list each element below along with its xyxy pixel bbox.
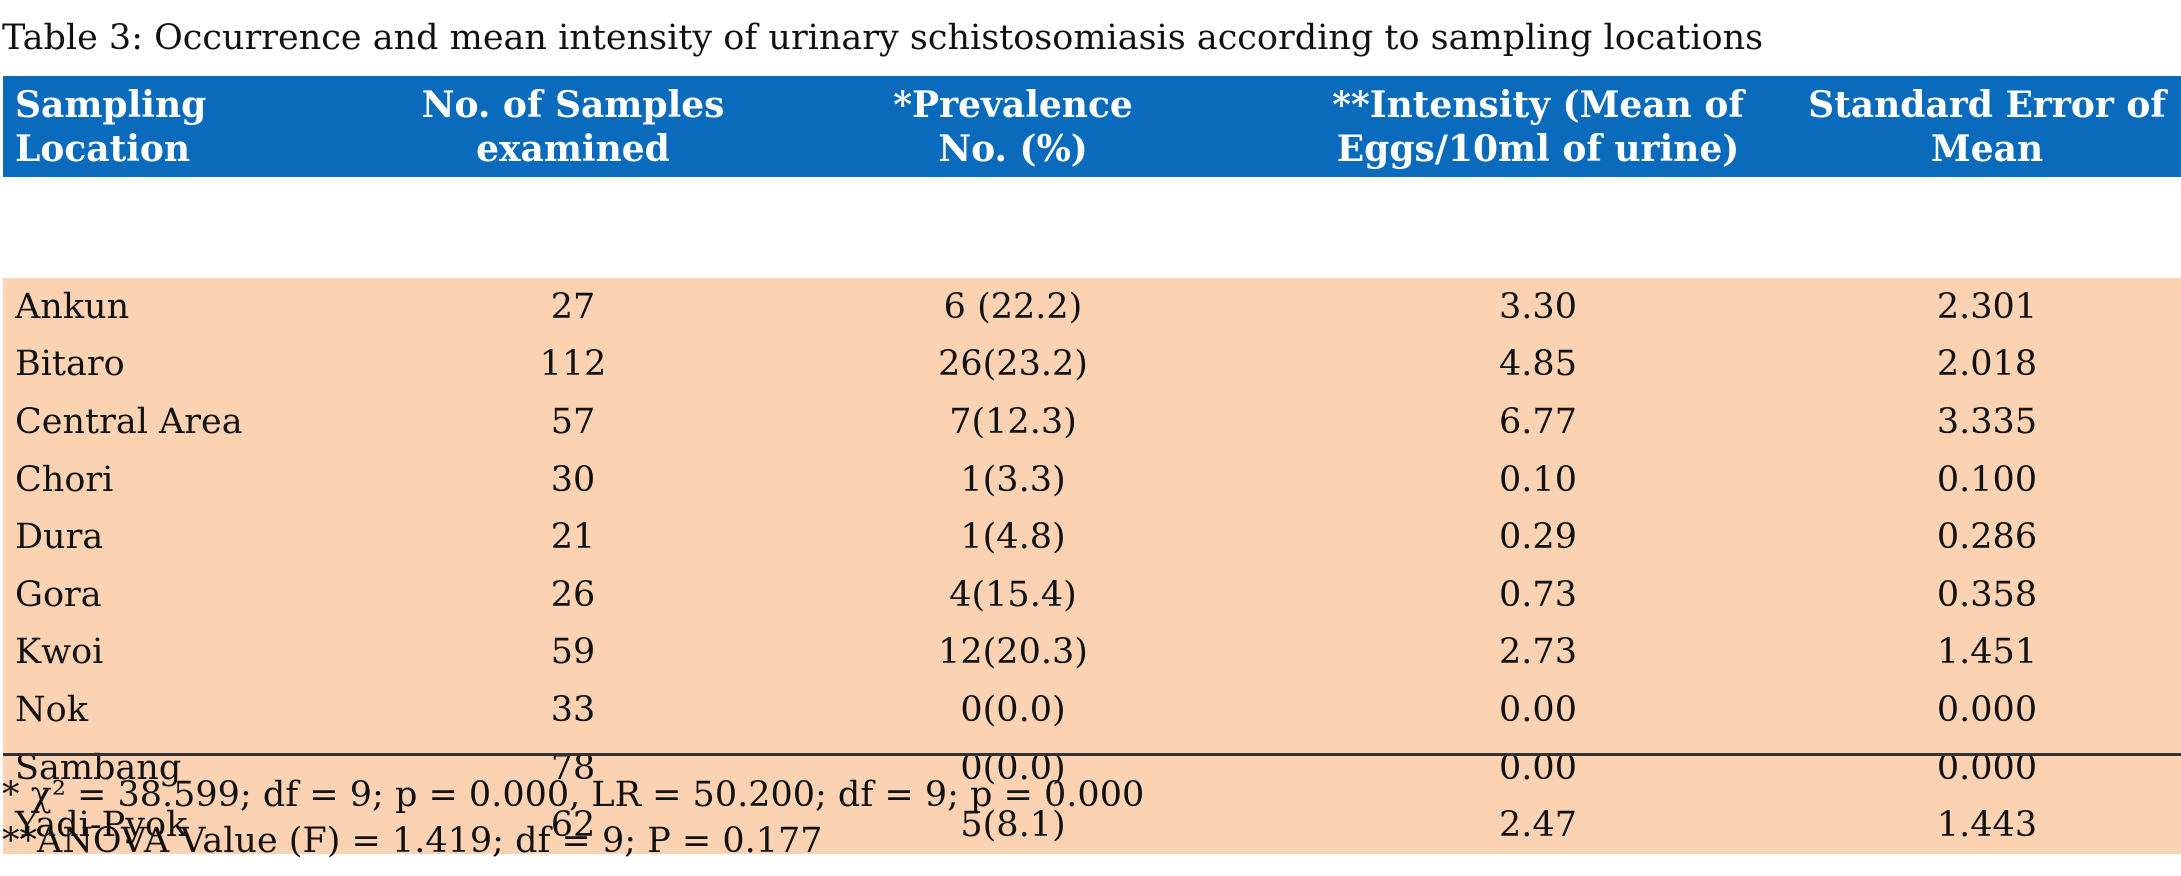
cell-prevalence: 26(23.2) bbox=[938, 344, 1088, 385]
cell-intensity: 2.47 bbox=[1499, 805, 1577, 846]
table-row: Bitaro 112 26(23.2) 4.85 2.018 bbox=[3, 335, 2181, 394]
cell-standard-error: 1.443 bbox=[1936, 805, 2038, 846]
table-bottom-rule bbox=[3, 753, 2181, 756]
header-text-line: Mean bbox=[1930, 127, 2044, 170]
cell-samples: 30 bbox=[550, 459, 596, 500]
table-row: Ankun 27 6 (22.2) 3.30 2.301 bbox=[3, 278, 2181, 336]
cell-prevalence: 12(20.3) bbox=[938, 632, 1088, 673]
header-text-line: **Intensity (Mean of bbox=[1332, 83, 1744, 126]
footnote-anova: **ANOVA Value (F) = 1.419; df = 9; P = 0… bbox=[2, 821, 823, 861]
cell-standard-error: 2.018 bbox=[1936, 344, 2038, 385]
cell-standard-error: 0.100 bbox=[1936, 459, 2038, 500]
header-text-line: Sampling bbox=[15, 83, 207, 126]
cell-prevalence: 0(0.0) bbox=[960, 689, 1066, 730]
header-text-line: No. (%) bbox=[938, 127, 1088, 170]
cell-intensity: 0.73 bbox=[1499, 574, 1577, 615]
header-prevalence: *Prevalence No. (%) bbox=[743, 76, 1283, 177]
cell-intensity: 6.77 bbox=[1499, 401, 1577, 442]
header-intensity: **Intensity (Mean of Eggs/10ml of urine) bbox=[1283, 76, 1793, 177]
cell-intensity: 0.00 bbox=[1499, 747, 1577, 788]
cell-prevalence: 4(15.4) bbox=[949, 574, 1077, 615]
table-header: Sampling Location No. of Samples examine… bbox=[3, 76, 2181, 278]
cell-intensity: 3.30 bbox=[1499, 286, 1577, 327]
header-divider bbox=[3, 177, 2181, 278]
header-row: Sampling Location No. of Samples examine… bbox=[3, 76, 2181, 177]
cell-standard-error: 3.335 bbox=[1936, 401, 2038, 442]
table-footnotes: * χ² = 38.599; df = 9; p = 0.000, LR = 5… bbox=[2, 772, 1144, 864]
table-row: Dura 21 1(4.8) 0.29 0.286 bbox=[3, 508, 2181, 566]
cell-samples: 27 bbox=[550, 286, 596, 327]
data-table: Sampling Location No. of Samples examine… bbox=[3, 76, 2181, 854]
cell-samples: 26 bbox=[550, 574, 596, 615]
table-row: Central Area 57 7(12.3) 6.77 3.335 bbox=[3, 393, 2181, 451]
cell-standard-error: 1.451 bbox=[1936, 632, 2038, 673]
table-row: Chori 30 1(3.3) 0.10 0.100 bbox=[3, 450, 2181, 509]
cell-standard-error: 0.286 bbox=[1936, 517, 2038, 558]
cell-samples: 57 bbox=[550, 401, 596, 442]
header-text-line: Standard Error of bbox=[1808, 83, 2166, 126]
cell-location: Kwoi bbox=[15, 632, 104, 673]
header-text-line: Location bbox=[15, 127, 191, 170]
table-caption: Table 3: Occurrence and mean intensity o… bbox=[2, 18, 1764, 58]
table-body: Ankun 27 6 (22.2) 3.30 2.301 Bitaro 112 … bbox=[3, 278, 2181, 854]
header-sampling-location: Sampling Location bbox=[3, 76, 403, 177]
cell-standard-error: 2.301 bbox=[1936, 286, 2038, 327]
cell-location: Dura bbox=[15, 517, 104, 558]
header-text-line: No. of Samples bbox=[421, 83, 725, 126]
cell-prevalence: 6 (22.2) bbox=[943, 286, 1083, 327]
cell-samples: 112 bbox=[539, 344, 607, 385]
header-samples-examined: No. of Samples examined bbox=[403, 76, 743, 177]
cell-location: Gora bbox=[15, 574, 102, 615]
cell-location: Bitaro bbox=[15, 344, 125, 385]
cell-location: Ankun bbox=[15, 286, 130, 327]
cell-samples: 62 bbox=[550, 805, 596, 846]
cell-intensity: 0.00 bbox=[1499, 689, 1577, 730]
cell-samples: 59 bbox=[550, 632, 596, 673]
cell-location: Yadi-Pyok bbox=[15, 805, 188, 846]
cell-location: Chori bbox=[15, 459, 114, 500]
cell-samples: 33 bbox=[550, 689, 596, 730]
header-text-line: Eggs/10ml of urine) bbox=[1336, 127, 1740, 170]
cell-samples: 21 bbox=[550, 517, 596, 558]
table-row: Kwoi 59 12(20.3) 2.73 1.451 bbox=[3, 623, 2181, 682]
table-row: Gora 26 4(15.4) 0.73 0.358 bbox=[3, 565, 2181, 624]
cell-standard-error: 0.000 bbox=[1936, 747, 2038, 788]
cell-location: Central Area bbox=[15, 401, 243, 442]
table-row: Nok 33 0(0.0) 0.00 0.000 bbox=[3, 681, 2181, 739]
cell-prevalence: 1(4.8) bbox=[960, 517, 1066, 558]
data-table-container: Sampling Location No. of Samples examine… bbox=[3, 76, 2181, 854]
cell-prevalence: 1(3.3) bbox=[960, 459, 1066, 500]
cell-standard-error: 0.358 bbox=[1936, 574, 2038, 615]
cell-intensity: 2.73 bbox=[1499, 632, 1577, 673]
cell-intensity: 0.10 bbox=[1499, 459, 1577, 500]
header-standard-error: Standard Error of Mean bbox=[1793, 76, 2181, 177]
cell-intensity: 0.29 bbox=[1499, 517, 1577, 558]
header-text-line: *Prevalence bbox=[893, 83, 1133, 126]
table-row: Yadi-Pyok 62 5(8.1) 2.47 1.443 bbox=[3, 796, 2181, 854]
cell-prevalence: 7(12.3) bbox=[949, 401, 1077, 442]
cell-intensity: 4.85 bbox=[1499, 344, 1577, 385]
cell-prevalence: 5(8.1) bbox=[960, 805, 1066, 846]
cell-standard-error: 0.000 bbox=[1936, 689, 2038, 730]
cell-location: Nok bbox=[15, 689, 88, 730]
header-text-line: examined bbox=[476, 127, 670, 170]
footnote-chi-square: * χ² = 38.599; df = 9; p = 0.000, LR = 5… bbox=[2, 775, 1145, 815]
